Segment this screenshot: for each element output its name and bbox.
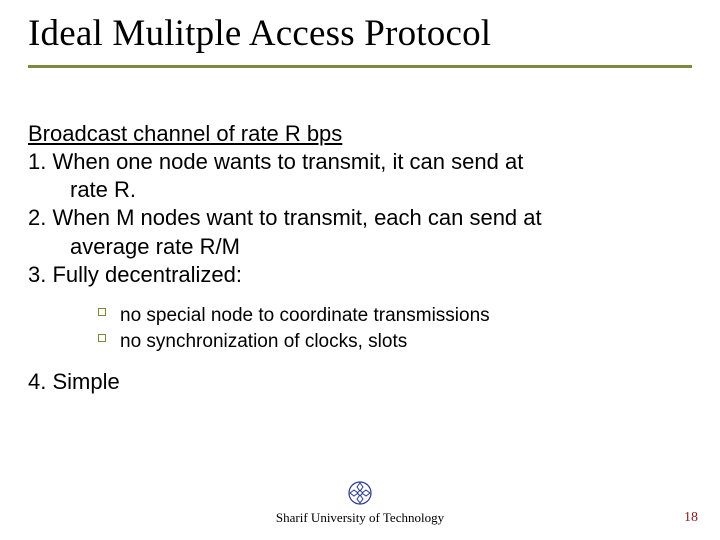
sub-item-text: no synchronization of clocks, slots	[120, 329, 407, 355]
body: Broadcast channel of rate R bps 1. When …	[28, 120, 692, 396]
item-text: When M nodes want to transmit, each can …	[52, 205, 541, 230]
item-number: 1.	[28, 149, 46, 174]
list-item: 1. When one node wants to transmit, it c…	[28, 148, 692, 176]
item-text: Fully decentralized:	[52, 262, 242, 287]
page-number: 18	[684, 510, 698, 526]
item-text: When one node wants to transmit, it can …	[52, 149, 523, 174]
footer-institution: Sharif University of Technology	[276, 510, 444, 526]
item-continuation: rate R.	[70, 176, 692, 204]
item-number: 4.	[28, 369, 46, 394]
item-continuation: average rate R/M	[70, 233, 692, 261]
sub-list: no special node to coordinate transmissi…	[98, 303, 692, 354]
item-number: 3.	[28, 262, 46, 287]
subheading: Broadcast channel of rate R bps	[28, 120, 692, 148]
list-item: 2. When M nodes want to transmit, each c…	[28, 204, 692, 232]
footer: Sharif University of Technology	[0, 510, 720, 526]
item-text: Simple	[52, 369, 119, 394]
list-item: 4. Simple	[28, 368, 692, 396]
sub-list-item: no synchronization of clocks, slots	[98, 329, 692, 355]
sub-item-text: no special node to coordinate transmissi…	[120, 303, 490, 329]
sub-list-item: no special node to coordinate transmissi…	[98, 303, 692, 329]
square-bullet-icon	[98, 334, 106, 342]
list-item: 3. Fully decentralized:	[28, 261, 692, 289]
slide-title: Ideal Mulitple Access Protocol	[28, 12, 692, 68]
item-number: 2.	[28, 205, 46, 230]
square-bullet-icon	[98, 308, 106, 316]
slide: Ideal Mulitple Access Protocol Broadcast…	[0, 0, 720, 540]
institution-logo-icon	[347, 480, 373, 506]
